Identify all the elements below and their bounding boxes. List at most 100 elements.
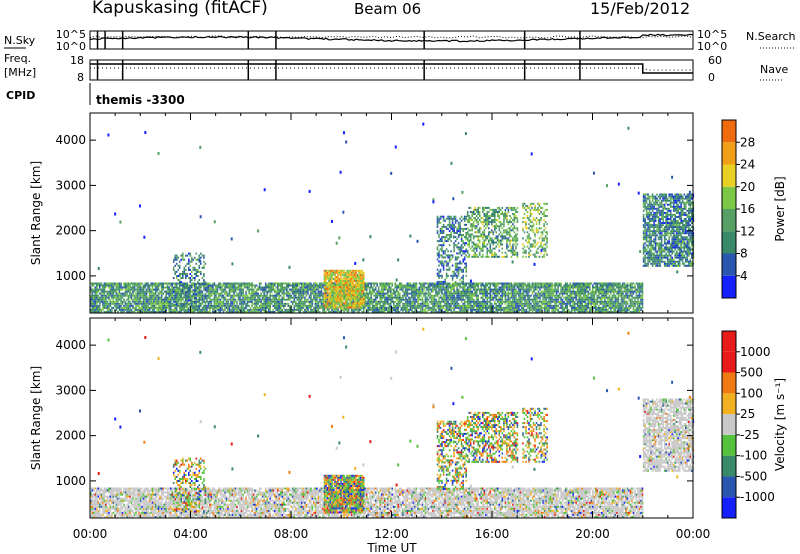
power-cell [114, 288, 116, 291]
power-cell [390, 286, 392, 289]
power-cell [486, 298, 489, 301]
power-cell [216, 288, 219, 291]
power-cell [245, 311, 247, 313]
power-cell [596, 302, 599, 305]
power-cell [234, 284, 237, 287]
power-cell [260, 294, 262, 297]
power-cell [488, 306, 490, 309]
power-cell [610, 288, 612, 291]
power-cell [141, 294, 143, 297]
power-cell [341, 294, 344, 297]
power-cell [450, 292, 452, 295]
power-cell [429, 284, 431, 287]
power-cell [141, 288, 143, 291]
power-cell [399, 296, 401, 299]
power-cell [222, 298, 225, 301]
power-cell [462, 294, 464, 297]
power-cell [115, 290, 118, 293]
power-cell [387, 302, 389, 305]
power-cell [341, 286, 344, 289]
power-cell [536, 284, 538, 287]
power-cell [218, 300, 220, 303]
power-cell [623, 306, 626, 309]
power-cell [371, 304, 374, 307]
power-cell [341, 292, 344, 295]
power-cell [388, 282, 391, 285]
power-cell [374, 311, 377, 313]
power-cell [408, 302, 410, 305]
power-cell [90, 300, 92, 303]
power-cell [629, 282, 632, 285]
power-cell [334, 304, 336, 307]
power-cell [391, 306, 394, 309]
power-cell [93, 288, 95, 291]
power-cell [255, 284, 258, 287]
power-cell [638, 288, 641, 291]
power-cell [293, 306, 296, 309]
power-cell [138, 284, 140, 287]
power-cell [616, 286, 618, 289]
power-cell [506, 284, 508, 287]
power-cell [295, 304, 297, 307]
power-cell [304, 302, 306, 305]
power-cell [459, 311, 461, 313]
power-cell [275, 302, 277, 305]
power-cell [197, 288, 199, 291]
power-cell [522, 296, 525, 299]
power-cell [444, 300, 446, 303]
power-cell [275, 292, 277, 295]
power-cell [284, 288, 287, 291]
power-cell [343, 308, 345, 311]
power-cell [397, 296, 400, 299]
power-cell [450, 294, 452, 297]
power-cell [331, 290, 333, 293]
power-cell [325, 304, 327, 307]
power-cell [545, 311, 547, 313]
power-cell [168, 300, 170, 303]
power-cell [494, 296, 496, 299]
power-cell [554, 306, 556, 309]
power-cell [243, 296, 246, 299]
power-cell [295, 290, 297, 293]
power-cell [510, 300, 513, 303]
power-cell [412, 300, 415, 303]
power-cell [160, 286, 163, 289]
power-cell [301, 298, 303, 301]
power-cell [343, 284, 345, 286]
power-cell [423, 308, 425, 311]
power-cell [278, 288, 280, 291]
power-cell [212, 286, 214, 289]
power-cell [287, 298, 290, 301]
power-cell [466, 282, 469, 285]
power-cell [620, 308, 623, 311]
power-cell [501, 292, 504, 295]
power-cell [429, 306, 431, 309]
power-cell [313, 311, 315, 313]
power-cell [608, 304, 611, 307]
power-cell [483, 284, 486, 287]
power-cell [240, 294, 243, 297]
power-cell [209, 304, 211, 307]
power-cell [112, 286, 115, 289]
power-cell [522, 282, 525, 285]
power-cell [317, 290, 320, 293]
power-cell [127, 308, 130, 311]
power-cell [635, 302, 638, 305]
power-cell [191, 290, 193, 293]
power-cell [376, 308, 378, 311]
power-cell [91, 302, 94, 305]
power-cell [426, 306, 428, 309]
power-cell [403, 284, 406, 287]
power-cell [583, 282, 585, 285]
power-cell [319, 286, 321, 289]
power-cell [153, 308, 155, 311]
power-cell [617, 298, 620, 301]
power-cell [457, 306, 460, 309]
power-cell [108, 296, 110, 299]
power-cell [364, 296, 366, 299]
power-cell [130, 298, 133, 301]
power-cell [625, 302, 627, 305]
power-cell [634, 304, 636, 307]
power-cell [147, 300, 149, 303]
power-cell [195, 284, 198, 287]
